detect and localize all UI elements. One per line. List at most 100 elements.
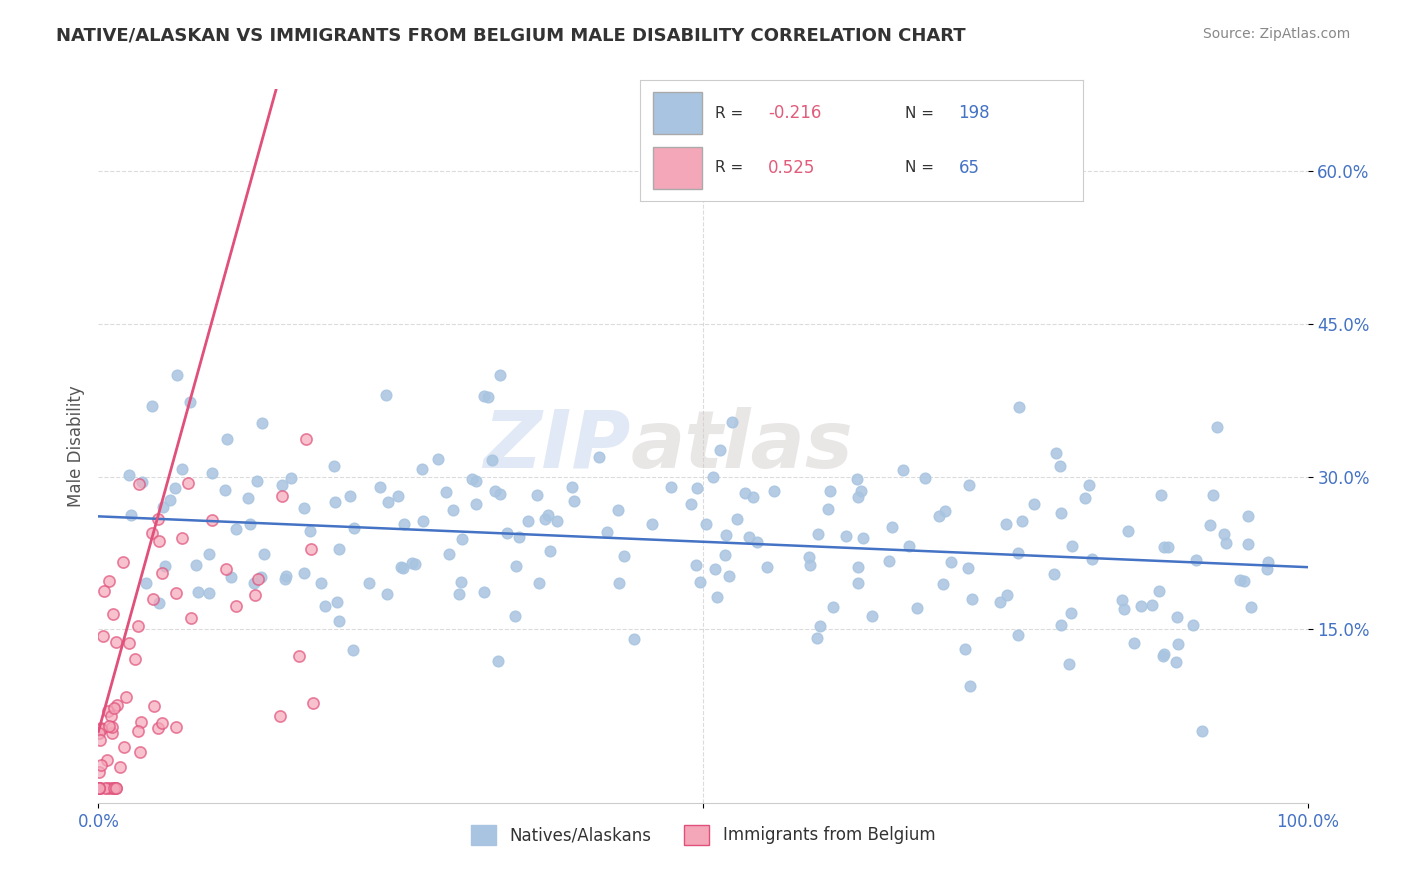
Point: [537, 508, 560, 523]
Point: [714, 548, 737, 562]
Point: [179, 394, 201, 409]
Point: [464, 474, 486, 488]
Point: [562, 494, 585, 508]
Point: [250, 569, 273, 583]
Text: 65: 65: [959, 159, 980, 177]
Point: [1050, 506, 1073, 520]
Point: [447, 586, 470, 600]
Point: [472, 389, 495, 403]
Point: [797, 549, 820, 564]
Point: [1240, 600, 1263, 615]
Point: [880, 520, 903, 534]
Point: [198, 548, 221, 562]
Point: [96, 780, 118, 795]
Point: [148, 534, 170, 549]
Point: [588, 450, 610, 465]
Point: [299, 542, 322, 557]
Point: [1007, 628, 1029, 642]
Point: [101, 725, 124, 739]
Point: [93, 584, 115, 599]
Point: [1147, 584, 1170, 599]
Point: [1111, 593, 1133, 607]
Point: [988, 595, 1011, 609]
Point: [434, 485, 457, 500]
Point: [246, 572, 269, 586]
Point: [1011, 514, 1033, 528]
Point: [359, 575, 381, 590]
Point: [1130, 599, 1153, 613]
Point: [392, 516, 415, 531]
Point: [166, 368, 188, 382]
Point: [928, 508, 950, 523]
Point: [150, 715, 173, 730]
Point: [302, 696, 325, 710]
Point: [932, 577, 955, 591]
Point: [186, 558, 208, 572]
Point: [1181, 618, 1204, 632]
Point: [956, 561, 979, 575]
Point: [437, 547, 460, 561]
Point: [97, 704, 120, 718]
Point: [1114, 601, 1136, 615]
Point: [1202, 488, 1225, 502]
Point: [131, 714, 153, 729]
Point: [725, 511, 748, 525]
Point: [1062, 540, 1084, 554]
Point: [1153, 541, 1175, 555]
Point: [271, 478, 294, 492]
Point: [89, 780, 111, 795]
Point: [1116, 524, 1139, 538]
Point: [939, 555, 962, 569]
Point: [1150, 488, 1173, 502]
Point: [165, 586, 187, 600]
Text: R =: R =: [716, 106, 748, 121]
Text: N =: N =: [905, 106, 939, 121]
Point: [806, 526, 828, 541]
Point: [89, 733, 111, 747]
Point: [114, 690, 136, 704]
Text: R =: R =: [716, 160, 748, 175]
Point: [734, 486, 756, 500]
Point: [613, 549, 636, 564]
Point: [339, 489, 361, 503]
Point: [155, 559, 177, 574]
Point: [914, 471, 936, 485]
Point: [131, 475, 153, 489]
Point: [845, 472, 868, 486]
Point: [120, 508, 142, 523]
Point: [314, 599, 336, 614]
Point: [1077, 478, 1099, 492]
Point: [374, 388, 396, 402]
Bar: [652, 146, 702, 188]
Point: [141, 526, 163, 541]
Point: [98, 719, 121, 733]
Point: [288, 648, 311, 663]
Point: [104, 780, 127, 795]
Point: [596, 525, 619, 540]
Point: [846, 490, 869, 504]
Point: [103, 700, 125, 714]
Point: [508, 530, 530, 544]
Point: [292, 501, 315, 516]
Point: [607, 503, 630, 517]
Point: [706, 591, 728, 605]
Point: [98, 780, 121, 795]
Point: [165, 481, 187, 495]
Point: [994, 516, 1017, 531]
Point: [526, 488, 548, 502]
Point: [180, 611, 202, 625]
Bar: [652, 93, 702, 135]
Point: [821, 599, 844, 614]
Point: [292, 566, 315, 581]
Point: [851, 484, 873, 499]
Point: [148, 595, 170, 609]
Point: [90, 723, 112, 737]
Point: [243, 589, 266, 603]
Point: [1166, 610, 1188, 624]
Point: [441, 503, 464, 517]
Text: 0.525: 0.525: [768, 159, 815, 177]
Point: [389, 560, 412, 574]
Point: [295, 432, 318, 446]
Point: [1199, 517, 1222, 532]
Point: [737, 530, 759, 544]
